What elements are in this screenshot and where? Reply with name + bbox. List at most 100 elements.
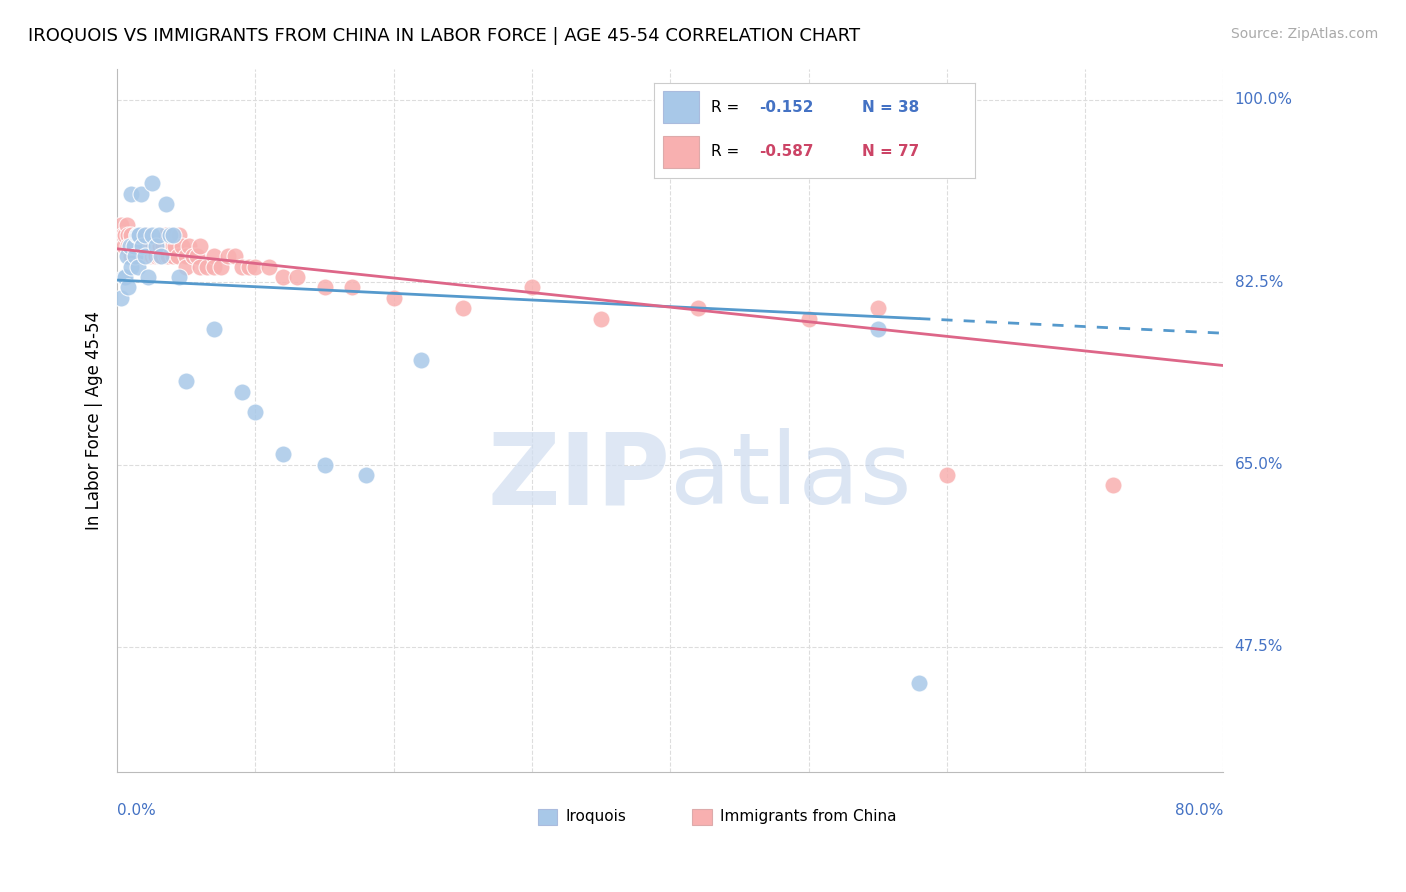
Point: [136, 249, 159, 263]
Point: [131, 238, 153, 252]
Point: [165, 238, 187, 252]
Point: [122, 238, 145, 252]
Point: [114, 269, 136, 284]
Point: [145, 249, 167, 263]
Point: [382, 291, 405, 305]
Point: [520, 280, 543, 294]
Point: [148, 238, 170, 252]
Text: atlas: atlas: [671, 428, 912, 525]
Point: [177, 238, 200, 252]
Point: [155, 228, 177, 243]
Point: [148, 249, 170, 263]
Point: [145, 238, 167, 252]
Point: [148, 228, 170, 243]
Point: [451, 301, 474, 316]
Point: [136, 269, 159, 284]
Text: 47.5%: 47.5%: [1234, 640, 1282, 655]
Point: [118, 238, 141, 252]
Point: [122, 238, 145, 252]
Point: [125, 228, 148, 243]
Point: [155, 197, 177, 211]
Point: [202, 260, 225, 274]
Point: [314, 280, 336, 294]
Point: [129, 186, 152, 201]
Point: [686, 301, 709, 316]
Point: [142, 238, 165, 252]
Point: [138, 238, 160, 252]
Point: [120, 186, 142, 201]
Point: [172, 238, 194, 252]
Point: [866, 301, 889, 316]
Point: [159, 238, 181, 252]
Text: 65.0%: 65.0%: [1234, 457, 1284, 472]
Text: 0.0%: 0.0%: [117, 803, 156, 818]
Point: [1101, 478, 1123, 492]
Point: [181, 249, 204, 263]
Point: [131, 238, 153, 252]
Point: [120, 260, 142, 274]
Point: [118, 238, 141, 252]
Point: [143, 249, 166, 263]
Point: [162, 238, 184, 252]
Point: [217, 249, 239, 263]
Point: [127, 228, 149, 243]
Point: [186, 249, 208, 263]
Point: [354, 467, 377, 482]
Point: [128, 249, 150, 263]
Point: [134, 228, 156, 243]
Point: [134, 238, 156, 252]
Point: [129, 228, 152, 243]
Point: [188, 260, 211, 274]
Text: IROQUOIS VS IMMIGRANTS FROM CHINA IN LABOR FORCE | AGE 45-54 CORRELATION CHART: IROQUOIS VS IMMIGRANTS FROM CHINA IN LAB…: [28, 27, 860, 45]
Point: [245, 260, 267, 274]
Point: [271, 447, 294, 461]
Point: [149, 238, 172, 252]
Point: [271, 269, 294, 284]
Text: 100.0%: 100.0%: [1234, 92, 1292, 107]
Point: [245, 405, 267, 419]
Point: [115, 218, 138, 232]
Point: [285, 269, 308, 284]
Point: [231, 260, 253, 274]
Point: [121, 238, 143, 252]
Point: [152, 238, 174, 252]
Point: [162, 228, 184, 243]
Point: [128, 228, 150, 243]
Point: [135, 238, 157, 252]
Point: [162, 249, 184, 263]
Point: [167, 249, 190, 263]
Point: [202, 322, 225, 336]
Point: [120, 228, 142, 243]
Point: [110, 291, 132, 305]
Point: [127, 238, 149, 252]
Point: [125, 228, 148, 243]
Point: [127, 228, 149, 243]
Point: [146, 238, 169, 252]
Point: [259, 260, 281, 274]
Point: [131, 238, 153, 252]
Point: [115, 249, 138, 263]
Point: [935, 467, 957, 482]
Point: [314, 458, 336, 472]
Point: [169, 228, 191, 243]
Point: [114, 228, 136, 243]
Point: [411, 353, 433, 368]
Text: ZIP: ZIP: [488, 428, 671, 525]
Point: [238, 260, 260, 274]
Point: [224, 249, 246, 263]
Point: [134, 228, 156, 243]
Point: [188, 238, 211, 252]
Point: [866, 322, 889, 336]
Point: [117, 280, 139, 294]
Text: Immigrants from China: Immigrants from China: [720, 809, 897, 824]
Point: [155, 249, 177, 263]
Point: [117, 238, 139, 252]
Point: [150, 249, 173, 263]
Point: [141, 176, 163, 190]
Point: [111, 228, 134, 243]
Point: [132, 249, 155, 263]
Y-axis label: In Labor Force | Age 45-54: In Labor Force | Age 45-54: [86, 310, 103, 530]
Point: [112, 269, 135, 284]
Point: [159, 228, 181, 243]
Point: [120, 249, 142, 263]
